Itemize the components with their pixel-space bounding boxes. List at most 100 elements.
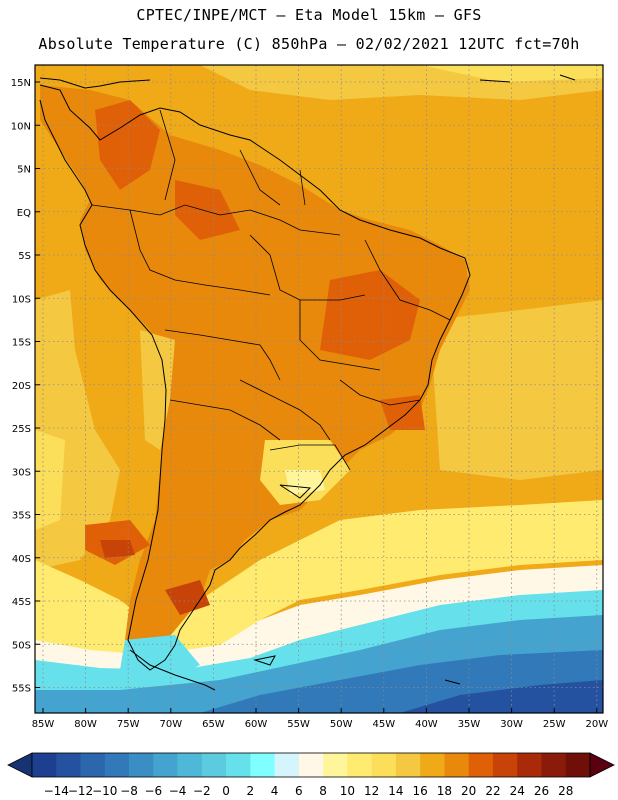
colorbar-swatch [565, 753, 591, 777]
colorbar: −14−12−10 −8 −6 −4 −2 0 2 4 6 8 10 12 14 16 18 20 22 24 26… [7, 752, 615, 798]
colorbar-swatch [444, 753, 469, 777]
lon-label: 70W [159, 719, 182, 730]
colorbar-swatch [177, 753, 203, 777]
colorbar-label: −10 [92, 784, 117, 798]
border-brazil-states-central [299, 300, 381, 371]
atlantic-light-field [430, 300, 603, 480]
colorbar-swatch [371, 753, 397, 777]
temperature-field [35, 65, 603, 713]
colorbar-label: −12 [68, 784, 93, 798]
caribbean-light-band [420, 65, 603, 82]
lon-label: 50W [330, 719, 353, 730]
lat-label: 10S [12, 294, 31, 305]
colorbar-label: 18 [437, 784, 452, 798]
lon-label: 65W [202, 719, 225, 730]
rio-de-la-plata-outline [279, 484, 312, 499]
colorbar-swatch [492, 753, 518, 777]
colorbar-swatch [56, 753, 81, 777]
border-bolivia [164, 329, 281, 381]
colorbar-label: 0 [222, 784, 230, 798]
hot-patch-southeast [380, 395, 425, 430]
cold-band-4 [400, 680, 603, 713]
lat-label: 10N [11, 121, 31, 132]
lat-label: 5S [18, 251, 31, 262]
colorbar-swatch [153, 753, 178, 777]
very-hot-patch-south [165, 580, 210, 615]
colorbar-swatch [323, 753, 348, 777]
chart-subtitle: Absolute Temperature (C) 850hPa – 02/02/… [38, 35, 580, 53]
colorbar-label: 28 [558, 784, 573, 798]
lat-label: 5N [17, 165, 31, 176]
colorbar-label: −8 [120, 784, 138, 798]
lat-label: 20S [12, 381, 31, 392]
colorbar-label: 26 [534, 784, 549, 798]
pacific-lighter-field [35, 430, 65, 530]
central-america-coastline [39, 77, 151, 89]
lat-label: EQ [17, 208, 31, 219]
colorbar-swatch [129, 753, 154, 777]
hot-patch-amazon [175, 180, 240, 240]
tierra-del-fuego-coastline [129, 649, 216, 691]
graticule [35, 65, 603, 713]
caribbean-islands-outline [479, 74, 576, 83]
colorbar-swatch [274, 753, 300, 777]
colorbar-label: −2 [193, 784, 211, 798]
colorbar-label: 22 [485, 784, 500, 798]
chart-title: CPTEC/INPE/MCT – Eta Model 15km – GFS [136, 6, 482, 24]
colorbar-swatch [80, 753, 106, 777]
border-uruguay [269, 444, 351, 471]
lat-label: 25S [12, 424, 31, 435]
colorbar-swatch [420, 753, 445, 777]
south-georgia-outline [444, 679, 461, 685]
hot-patch-andes-north [95, 100, 160, 190]
colorbar-label: 8 [319, 784, 327, 798]
colorbar-swatch [298, 753, 324, 777]
lon-label: 40W [415, 719, 438, 730]
lon-label: 25W [543, 719, 566, 730]
cream-band [35, 565, 603, 672]
colorbar-right-arrow [589, 752, 615, 778]
border-north [91, 204, 341, 236]
country-borders [91, 109, 451, 471]
lon-label: 30W [500, 719, 523, 730]
colorbar-swatch [517, 753, 542, 777]
colorbar-label: −6 [144, 784, 162, 798]
colorbar-swatch [347, 753, 372, 777]
colorbar-label: 24 [510, 784, 525, 798]
colorbar-swatch [104, 753, 130, 777]
falklands-outline [253, 655, 276, 666]
lat-label: 30S [12, 467, 31, 478]
colorbar-label: 10 [340, 784, 355, 798]
colorbar-swatch [226, 753, 251, 777]
border-argentina-north [169, 399, 281, 441]
uruguay-cooler [285, 470, 325, 495]
tierra-del-fuego-cool [120, 635, 200, 685]
coastlines [39, 74, 576, 691]
lat-label: 40S [12, 554, 31, 565]
lat-label: 15N [11, 78, 31, 89]
lat-label: 35S [12, 511, 31, 522]
colorbar-label: 2 [247, 784, 255, 798]
lat-label: 45S [12, 597, 31, 608]
colorbar-label: 12 [364, 784, 379, 798]
latitude-labels: 15N 10N 5N EQ 5S 10S 15S 20S 25S 30S 35S 40S 45S 50S 5… [11, 78, 40, 695]
colorbar-label: −14 [44, 784, 69, 798]
lat-label: 15S [12, 338, 31, 349]
lon-label: 80W [74, 719, 97, 730]
colorbar-swatch [395, 753, 421, 777]
colorbar-swatch [32, 753, 57, 777]
colorbar-left-arrow [7, 752, 33, 778]
border-brazil-states-ne [364, 239, 451, 321]
colorbar-label: 4 [271, 784, 279, 798]
colorbar-swatch [468, 753, 494, 777]
map-frame [34, 64, 604, 714]
lon-label: 60W [245, 719, 268, 730]
colorbar-swatch [250, 753, 275, 777]
colorbar-label: 20 [461, 784, 476, 798]
colorbar-label: −4 [169, 784, 187, 798]
longitude-labels: 85W 80W 75W 70W 65W 60W 55W 50W 45W 40W 35W 30W 25W 2… [32, 708, 608, 730]
colorbar-label: 6 [295, 784, 303, 798]
colorbar-frame [31, 752, 591, 778]
lon-label: 20W [585, 719, 608, 730]
